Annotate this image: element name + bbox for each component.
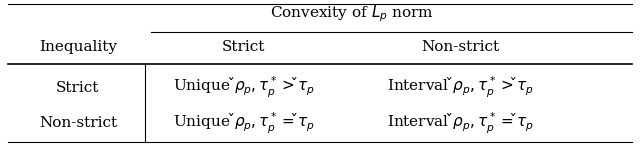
Text: Unique $\check{\rho}_p, \tau_p^* > \check{\tau}_p$: Unique $\check{\rho}_p, \tau_p^* > \chec… <box>173 75 314 100</box>
Text: Interval $\check{\rho}_p, \tau_p^* > \check{\tau}_p$: Interval $\check{\rho}_p, \tau_p^* > \ch… <box>387 75 533 100</box>
Text: Interval $\check{\rho}_p, \tau_p^* = \check{\tau}_p$: Interval $\check{\rho}_p, \tau_p^* = \ch… <box>387 111 533 136</box>
Text: Unique $\check{\rho}_p, \tau_p^* = \check{\tau}_p$: Unique $\check{\rho}_p, \tau_p^* = \chec… <box>173 111 314 136</box>
Text: Strict: Strict <box>56 81 100 95</box>
Text: Convexity of $L_p$ norm: Convexity of $L_p$ norm <box>270 4 434 24</box>
Text: Inequality: Inequality <box>39 40 117 54</box>
Text: Strict: Strict <box>222 40 265 54</box>
Text: Non-strict: Non-strict <box>39 116 117 130</box>
Text: Non-strict: Non-strict <box>421 40 499 54</box>
